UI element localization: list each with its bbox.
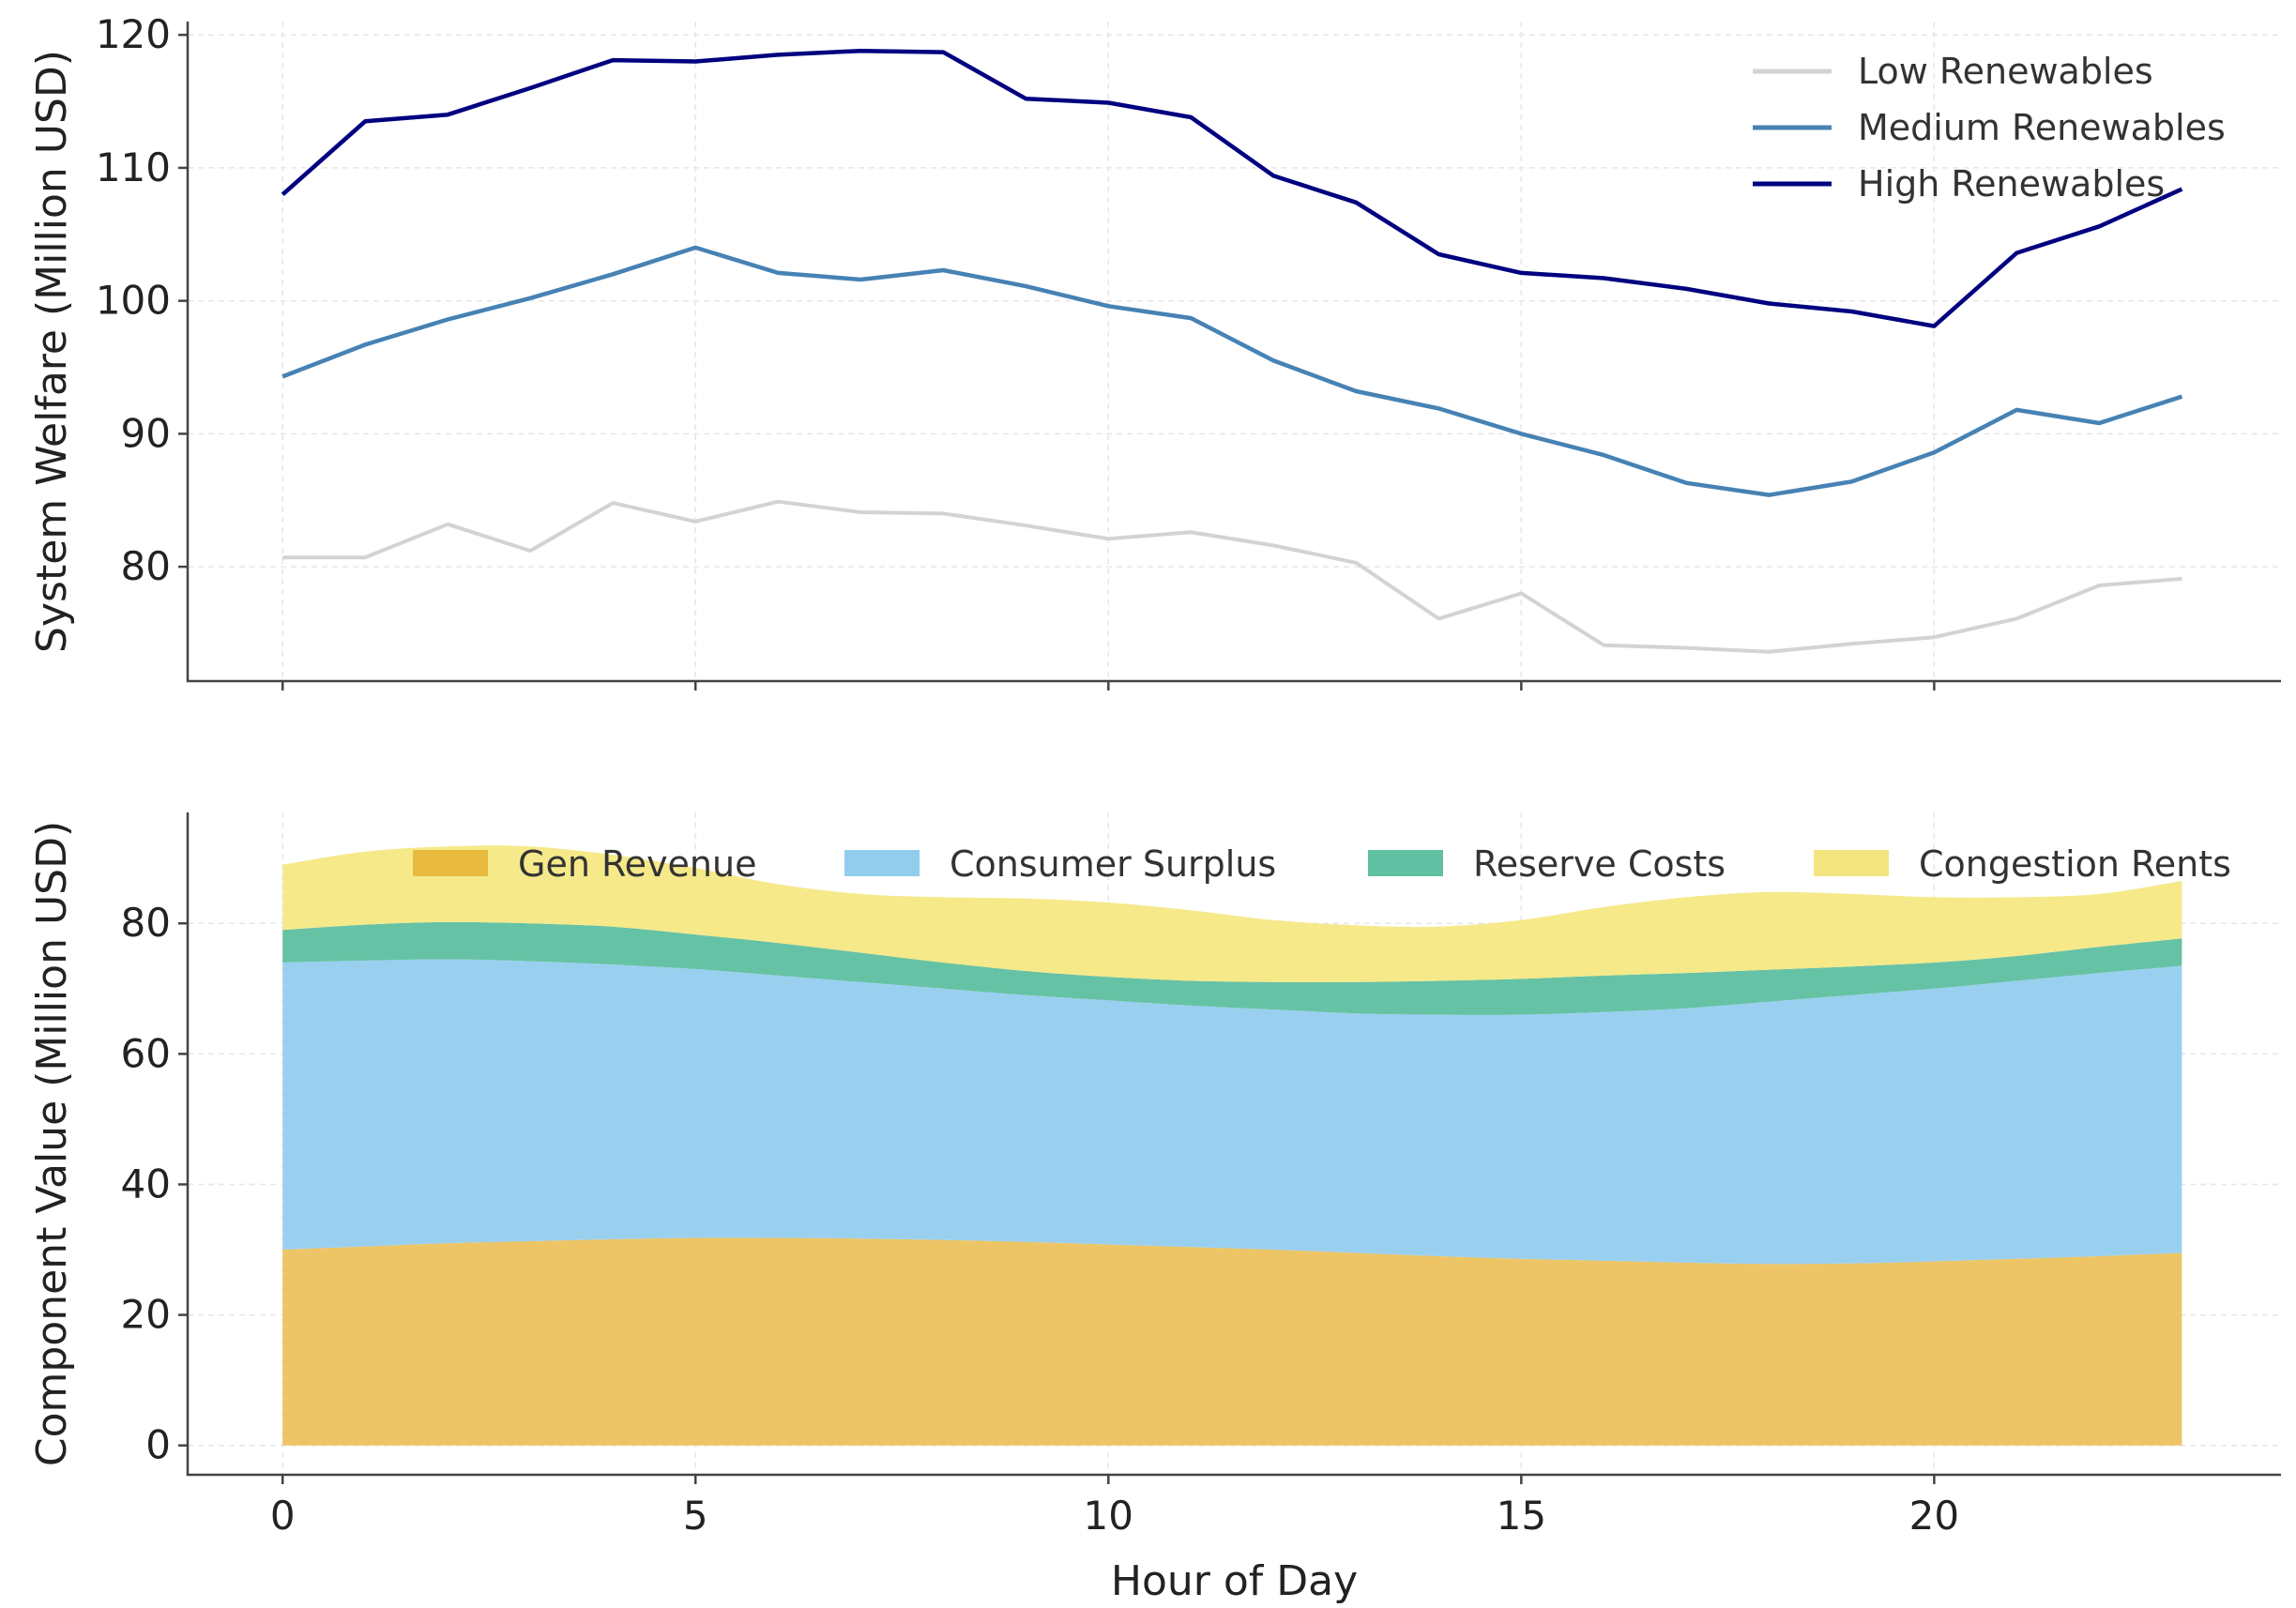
x-tick-label: 20: [1909, 1493, 1959, 1539]
y-tick-label: 100: [96, 278, 171, 324]
y-tick-label: 40: [121, 1160, 171, 1206]
legend-label: Gen Revenue: [518, 843, 756, 885]
x-tick-label: 0: [270, 1493, 296, 1539]
series-line-high-renewables: [281, 48, 2183, 328]
x-axis-label: Hour of Day: [1111, 1557, 1358, 1605]
legend-label: Low Renewables: [1858, 51, 2153, 92]
legend-swatch: [1814, 850, 1889, 876]
area-consumer-surplus: [282, 959, 2182, 1265]
x-tick-label: 15: [1497, 1493, 1546, 1539]
area-congestion-rents: [282, 845, 2182, 983]
legend-swatch: [844, 850, 920, 876]
y-axis-label: Component Value (Million USD): [28, 821, 76, 1466]
area-gen-revenue: [282, 1237, 2182, 1446]
x-tick-label: 5: [683, 1493, 708, 1539]
legend: Low Renewables Medium Renewables High Rene…: [1753, 51, 2226, 205]
y-tick-label: 20: [121, 1292, 171, 1338]
legend-label: Consumer Surplus: [950, 843, 1276, 885]
axis-spines: [186, 812, 2281, 1477]
legend-label: High Renewables: [1858, 163, 2165, 205]
y-tick-label: 110: [96, 144, 171, 190]
axis-spines: [186, 22, 2281, 683]
x-tick-label: 10: [1084, 1493, 1133, 1539]
y-tick-label: 80: [121, 900, 171, 946]
series-line-low-renewables: [282, 499, 2182, 654]
legend-label: Medium Renewables: [1858, 107, 2226, 148]
y-tick-label: 60: [121, 1030, 171, 1076]
legend-swatch: [413, 850, 488, 876]
y-tick-label: 90: [121, 410, 171, 456]
bottom-axes-components: 0 20 40 60 80 0 5 10 15 20 Component Value (Millio…: [28, 812, 2281, 1605]
legend-label: Reserve Costs: [1473, 843, 1726, 885]
legend: Gen Revenue Consumer Surplus Reserve Costs…: [413, 843, 2231, 885]
legend-label: Congestion Rents: [1919, 843, 2231, 885]
series-line-medium-renewables: [281, 245, 2183, 497]
area-reserve-costs: [282, 921, 2182, 1015]
y-axis-label: System Welfare (Million USD): [28, 50, 76, 653]
y-tick-label: 0: [145, 1422, 171, 1468]
y-tick-label: 80: [121, 543, 171, 589]
y-tick-label: 120: [96, 11, 171, 57]
top-axes-welfare: 80 90 100 110 120 System Welfare (Million USD…: [28, 11, 2281, 690]
legend-swatch: [1368, 850, 1443, 876]
